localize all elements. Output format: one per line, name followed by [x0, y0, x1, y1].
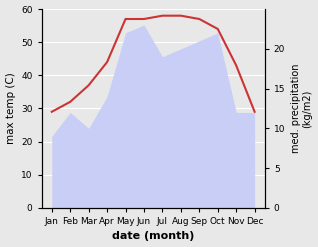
- X-axis label: date (month): date (month): [112, 231, 194, 242]
- Y-axis label: max temp (C): max temp (C): [5, 73, 16, 144]
- Y-axis label: med. precipitation
(kg/m2): med. precipitation (kg/m2): [291, 64, 313, 153]
